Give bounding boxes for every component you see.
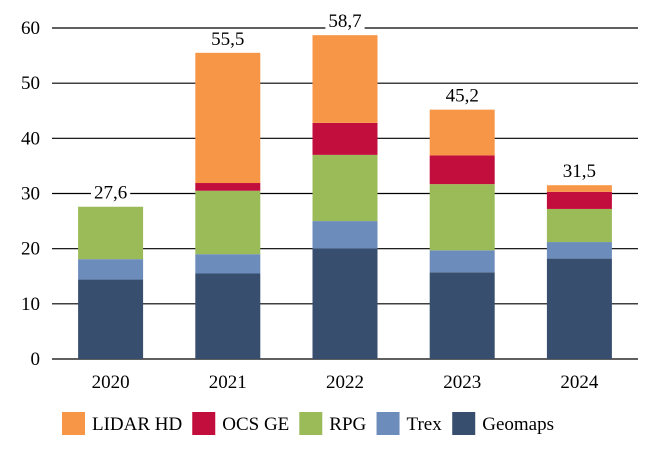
- y-tick-label: 20: [21, 239, 40, 260]
- legend-label-rpg: RPG: [329, 414, 366, 435]
- bar-segment-ocs-ge-2021: [195, 183, 261, 191]
- bar-segment-lidar-hd-2022: [312, 35, 378, 123]
- bar-segment-rpg-2021: [195, 190, 261, 255]
- y-tick-label: 50: [21, 73, 40, 94]
- legend-swatch-rpg: [299, 412, 323, 435]
- total-label-background: [442, 87, 482, 105]
- bar-segment-rpg-2023: [429, 184, 495, 251]
- x-tick-label-2024: 2024: [560, 372, 599, 393]
- bar-segment-trex-2024: [546, 242, 612, 259]
- total-label-2023: 45,2: [446, 86, 479, 107]
- bar-stack-2021: [195, 52, 261, 359]
- bar-segment-rpg-2020: [78, 206, 144, 260]
- y-tick-label: 60: [21, 18, 40, 39]
- bars: [78, 35, 612, 359]
- bar-stack-2022: [312, 35, 378, 359]
- total-label-background: [559, 163, 600, 181]
- bar-segment-ocs-ge-2023: [429, 155, 495, 185]
- total-label-background: [90, 184, 131, 202]
- legend-swatch-trex: [376, 412, 400, 435]
- bar-segment-trex-2022: [312, 221, 378, 249]
- x-tick-label-2021: 2021: [209, 372, 247, 393]
- bar-segment-geomaps-2020: [78, 279, 144, 359]
- bar-segment-rpg-2022: [312, 154, 378, 222]
- bar-stack-2024: [546, 185, 612, 359]
- bar-segment-geomaps-2021: [195, 273, 261, 359]
- bar-segment-trex-2020: [78, 259, 144, 280]
- bar-segment-ocs-ge-2024: [546, 191, 612, 209]
- total-labels: 27,6 55,5 58,7 45,2 31,5: [90, 11, 600, 204]
- x-axis-ticks: 2020 2021 2022 2023 2024: [92, 372, 599, 393]
- bar-segment-lidar-hd-2023: [429, 109, 495, 156]
- total-label-2021: 55,5: [211, 29, 244, 50]
- legend: LIDAR HD OCS GE RPG Trex Geomaps: [62, 412, 554, 435]
- legend-label-ocs-ge: OCS GE: [222, 414, 289, 435]
- total-label-background: [208, 30, 248, 48]
- bar-segment-geomaps-2023: [429, 272, 495, 359]
- y-tick-label: 40: [21, 128, 40, 149]
- legend-label-geomaps: Geomaps: [482, 414, 554, 435]
- y-tick-label: 10: [21, 294, 40, 315]
- legend-swatch-geomaps: [452, 412, 476, 435]
- bar-segment-trex-2021: [195, 254, 261, 274]
- bar-segment-lidar-hd-2021: [195, 52, 261, 184]
- x-tick-label-2022: 2022: [326, 372, 364, 393]
- bar-segment-lidar-hd-2024: [546, 185, 612, 192]
- y-tick-label: 0: [31, 349, 41, 370]
- x-tick-label-2023: 2023: [443, 372, 481, 393]
- bar-segment-trex-2023: [429, 250, 495, 273]
- total-label-2020: 27,6: [94, 183, 127, 204]
- legend-label-trex: Trex: [407, 414, 443, 435]
- x-tick-label-2020: 2020: [92, 372, 130, 393]
- legend-swatch-ocs-ge: [192, 412, 216, 435]
- legend-swatch-lidar-hd: [62, 412, 85, 435]
- legend-label-lidar-hd: LIDAR HD: [92, 414, 182, 435]
- bar-segment-geomaps-2022: [312, 248, 378, 359]
- y-tick-label: 30: [21, 184, 40, 205]
- bar-segment-geomaps-2024: [546, 258, 612, 359]
- total-label-2022: 58,7: [328, 11, 361, 32]
- y-axis-ticks: 0 10 20 30 40 50 60: [21, 18, 40, 370]
- bar-stack-2020: [78, 206, 144, 359]
- total-label-2024: 31,5: [563, 161, 596, 182]
- bar-segment-rpg-2024: [546, 208, 612, 243]
- total-label-background: [325, 13, 365, 31]
- bar-segment-ocs-ge-2022: [312, 122, 378, 155]
- bar-stack-2023: [429, 109, 495, 359]
